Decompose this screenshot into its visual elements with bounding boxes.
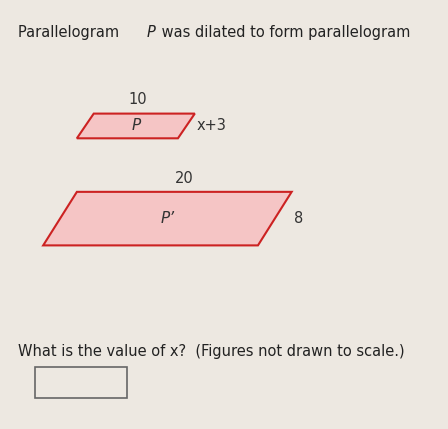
Text: What is the value of x?  (Figures not drawn to scale.): What is the value of x? (Figures not dra… [18, 344, 405, 359]
Text: P: P [146, 25, 155, 40]
Polygon shape [77, 114, 195, 138]
Text: 20: 20 [175, 172, 194, 187]
Polygon shape [43, 192, 292, 245]
Text: P’: P’ [160, 211, 174, 226]
Text: 8: 8 [294, 211, 303, 226]
Text: 10: 10 [129, 92, 147, 107]
Text: was dilated to form parallelogram: was dilated to form parallelogram [157, 25, 415, 40]
Text: Parallelogram: Parallelogram [18, 25, 124, 40]
Text: x+3: x+3 [197, 118, 227, 133]
Bar [35, 367, 127, 398]
Text: P: P [131, 118, 141, 133]
